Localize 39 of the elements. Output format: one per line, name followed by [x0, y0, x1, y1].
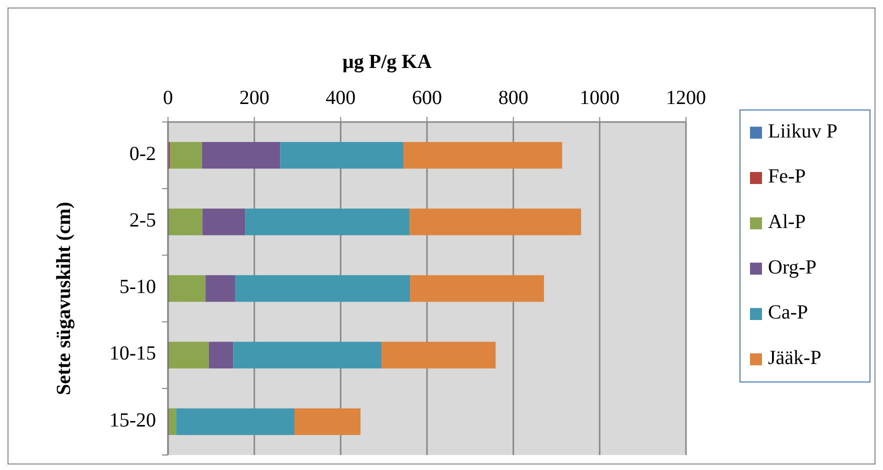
bar	[209, 342, 234, 368]
bar	[168, 408, 176, 436]
x-tick-label: 400	[326, 87, 356, 109]
bar	[245, 208, 410, 236]
bar	[294, 408, 361, 436]
bar	[404, 142, 562, 169]
bar	[410, 208, 582, 236]
x-tick-label: 1000	[580, 87, 620, 109]
bar	[280, 142, 404, 169]
bar	[170, 142, 202, 169]
legend-label: Jääk-P	[768, 346, 822, 369]
bar	[206, 275, 236, 302]
bar	[168, 342, 210, 368]
x-tick-label: 0	[163, 87, 173, 109]
y-tick-label: 15-20	[109, 409, 156, 432]
y-tick-label: 5-10	[119, 276, 156, 298]
bar	[410, 275, 544, 302]
x-tick-label: 600	[412, 87, 442, 109]
legend-label: Al-P	[768, 210, 806, 233]
legend-label: Org-P	[768, 256, 817, 278]
legend-label: Fe-P	[768, 166, 806, 188]
x-tick-label: 1200	[666, 87, 706, 109]
legend-label: Ca-P	[768, 302, 808, 324]
y-tick-label: 10-15	[109, 342, 156, 365]
bar	[202, 142, 280, 169]
bar	[176, 408, 294, 436]
bar	[382, 342, 496, 368]
x-tick-label: 800	[498, 87, 528, 109]
bar	[168, 275, 206, 302]
bar	[233, 342, 382, 368]
x-tick-label: 200	[239, 87, 270, 109]
legend-label: Liikuv P	[768, 120, 838, 142]
bar	[168, 208, 203, 236]
bar	[202, 208, 246, 236]
x-axis-title: µg P/g KA	[342, 51, 432, 73]
y-axis-title: Sette sügavuskiht (cm)	[53, 202, 75, 396]
y-tick-label: 2-5	[129, 209, 156, 232]
bar	[235, 275, 410, 302]
y-tick-label: 0-2	[129, 142, 156, 165]
